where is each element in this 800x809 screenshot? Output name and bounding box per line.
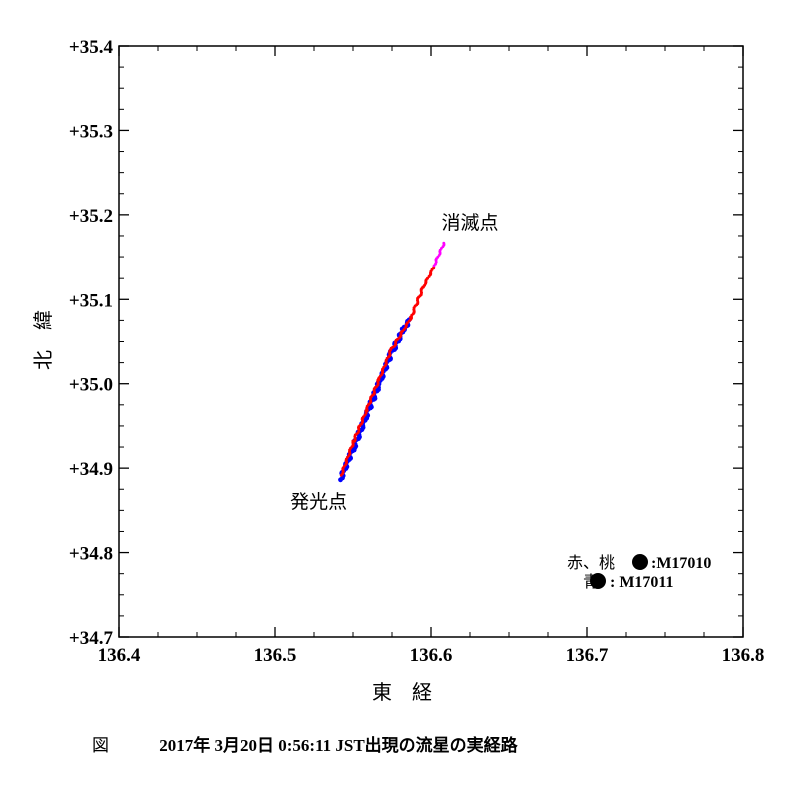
legend-marker — [632, 554, 648, 570]
legend-marker — [590, 573, 606, 589]
figure-caption: 図 2017年 3月20日 0:56:11 JST出現の流星の実経路 — [92, 731, 518, 756]
x-tick-label: 136.5 — [254, 645, 297, 666]
x-tick-label: 136.8 — [722, 645, 765, 666]
legend-code: :M17010 — [651, 555, 711, 572]
y-tick-label: +34.8 — [69, 544, 113, 565]
x-tick-label: 136.6 — [410, 645, 453, 666]
legend-label: 赤、桃 — [567, 553, 615, 572]
x-tick-label: 136.7 — [566, 645, 609, 666]
series-0 — [339, 266, 436, 477]
caption-text: 2017年 3月20日 0:56:11 JST出現の流星の実経路 — [159, 736, 518, 755]
series-layer — [338, 241, 446, 483]
legend: 赤、桃:M17010青: M17011 — [567, 553, 711, 591]
caption-figure-label: 図 — [92, 736, 109, 756]
y-tick-label: +34.7 — [69, 628, 114, 649]
legend-code: : M17011 — [610, 574, 674, 591]
y-tick-label: +35.4 — [69, 37, 114, 58]
y-tick-label: +35.1 — [69, 290, 113, 311]
y-tick-label: +35.2 — [69, 206, 113, 227]
y-tick-label: +35.0 — [69, 375, 113, 396]
meteor-path-chart: 136.4 136.5 136.6 136.7 136.8 +34.7+34.8+34.… — [31, 37, 765, 704]
annotation-label: 発光点 — [290, 491, 347, 513]
x-axis-ticks: 136.4 136.5 136.6 136.7 136.8 — [98, 46, 765, 666]
annotation-label: 消滅点 — [441, 212, 498, 234]
data-point — [442, 241, 446, 245]
series-2 — [338, 317, 412, 483]
plot-frame — [118, 45, 744, 638]
y-axis-title: 北 緯 — [31, 310, 55, 370]
x-axis-title: 東 経 — [372, 680, 432, 704]
plot-border — [118, 45, 744, 638]
y-tick-label: +35.3 — [69, 121, 113, 142]
x-tick-label: 136.4 — [98, 645, 141, 666]
y-tick-label: +34.9 — [69, 459, 113, 480]
series-1 — [432, 241, 446, 268]
y-axis-ticks: +34.7 +34.8 +34.9 +35.0 +35.1 +35.2 +35.3 +35.4 — [69, 37, 743, 649]
